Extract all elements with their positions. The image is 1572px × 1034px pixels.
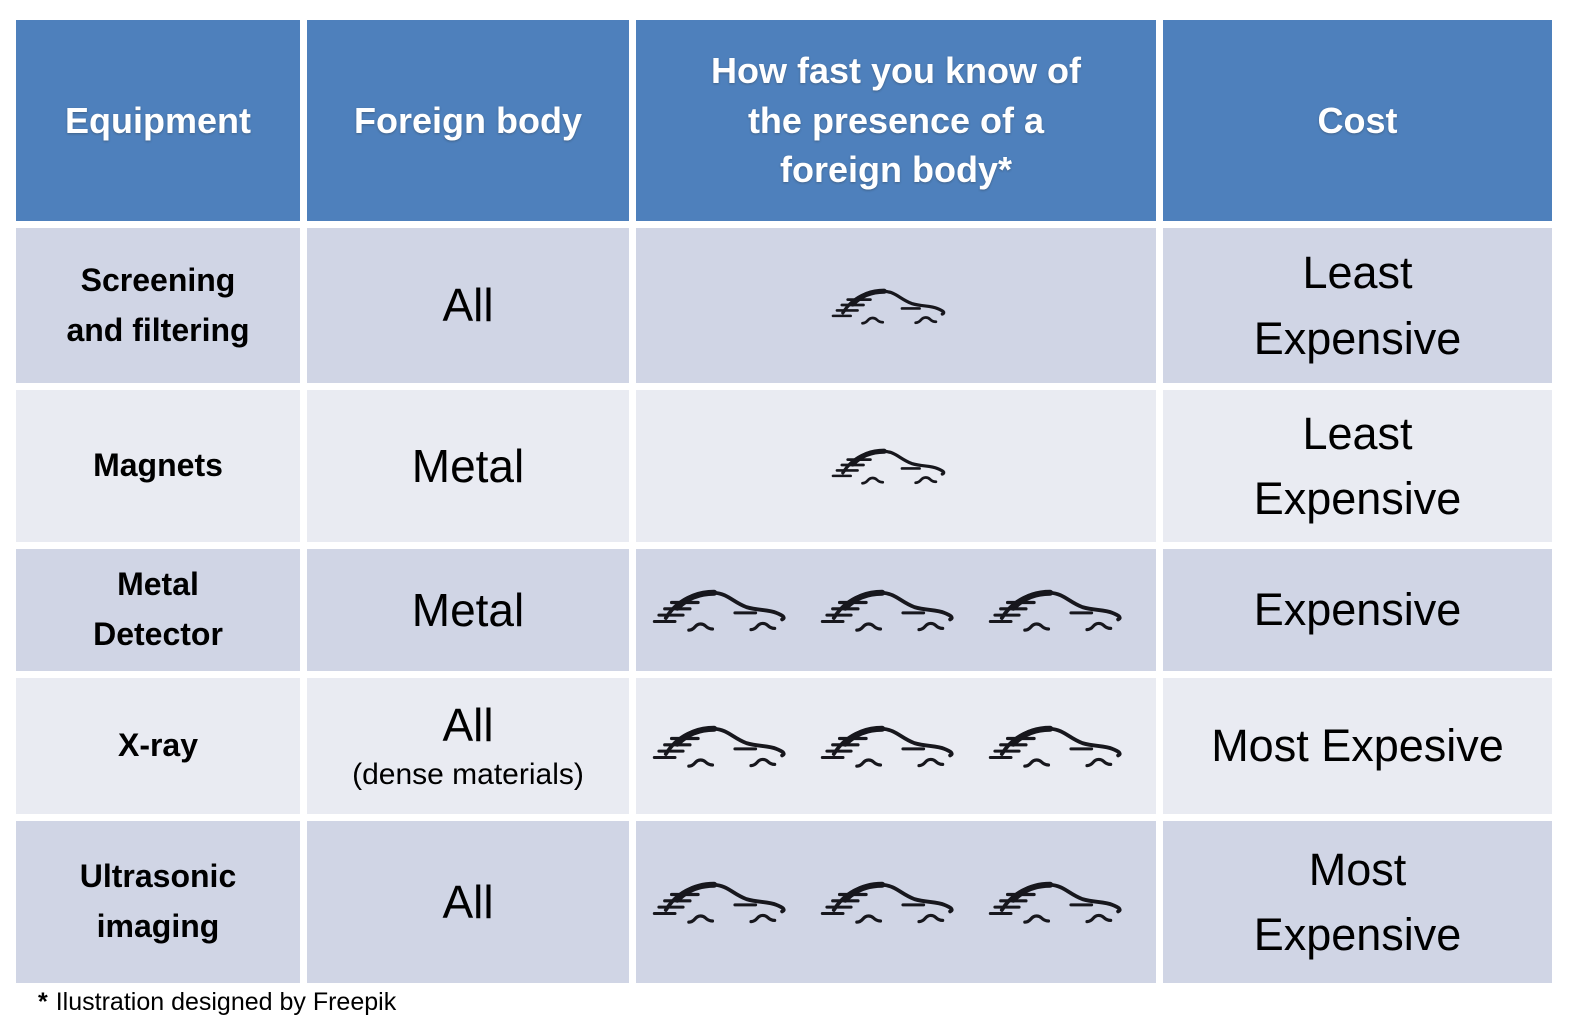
equipment-label: Screening and filtering xyxy=(66,261,250,348)
speed-cell xyxy=(636,549,1156,671)
column-header-label: Equipment xyxy=(65,99,251,141)
comparison-table: Equipment Foreign body How fast you know… xyxy=(16,20,1552,983)
speed-cell xyxy=(636,228,1156,383)
fast-car-icon xyxy=(988,564,1140,656)
footnote-asterisk: * xyxy=(38,988,48,1016)
fast-car-icon xyxy=(988,856,1140,948)
foreign-body-label: Metal xyxy=(411,583,525,636)
cost-cell: Most Expesive xyxy=(1163,678,1552,814)
column-header-equipment: Equipment xyxy=(16,20,300,221)
equipment-label: Metal Detector xyxy=(93,566,223,652)
fast-car-icon xyxy=(820,564,972,656)
speed-icons xyxy=(831,264,961,348)
foreign-body-label: All xyxy=(442,875,494,928)
equipment-label: Ultrasonic imaging xyxy=(79,858,237,944)
cost-label: Most Expensive xyxy=(1253,843,1462,960)
fast-car-icon xyxy=(831,424,961,508)
column-header-label: Foreign body xyxy=(354,99,582,141)
footnote: * Ilustration designed by Freepik xyxy=(38,988,396,1017)
foreign-body-cell: All xyxy=(307,821,629,983)
cost-cell: Least Expensive xyxy=(1163,228,1552,383)
equipment-cell: Ultrasonic imaging xyxy=(16,821,300,983)
column-header-label: How fast you know of the presence of a f… xyxy=(710,49,1081,191)
foreign-body-label: All xyxy=(442,698,494,751)
cost-label: Least Expensive xyxy=(1253,407,1462,524)
speed-icons xyxy=(831,424,961,508)
column-header-cost: Cost xyxy=(1163,20,1552,221)
fast-car-icon xyxy=(652,856,804,948)
fast-car-icon xyxy=(652,564,804,656)
equipment-cell: Metal Detector xyxy=(16,549,300,671)
column-header-speed: How fast you know of the presence of a f… xyxy=(636,20,1156,221)
speed-icons xyxy=(652,856,1140,948)
equipment-cell: Screening and filtering xyxy=(16,228,300,383)
speed-icons xyxy=(652,564,1140,656)
foreign-body-label: All xyxy=(442,279,494,332)
speed-cell xyxy=(636,821,1156,983)
foreign-body-note: (dense materials) xyxy=(352,757,584,791)
fast-car-icon xyxy=(988,700,1140,792)
fast-car-icon xyxy=(820,700,972,792)
cost-label: Expensive xyxy=(1253,584,1462,636)
cost-cell: Expensive xyxy=(1163,549,1552,671)
cost-cell: Least Expensive xyxy=(1163,390,1552,542)
cost-label: Least Expensive xyxy=(1253,247,1462,364)
cost-label: Most Expesive xyxy=(1211,720,1504,772)
foreign-body-cell: Metal xyxy=(307,390,629,542)
equipment-cell: Magnets xyxy=(16,390,300,542)
equipment-label: Magnets xyxy=(93,447,223,484)
equipment-label: X-ray xyxy=(117,727,199,764)
foreign-body-cell: Metal xyxy=(307,549,629,671)
speed-icons xyxy=(652,700,1140,792)
fast-car-icon xyxy=(820,856,972,948)
equipment-cell: X-ray xyxy=(16,678,300,814)
fast-car-icon xyxy=(652,700,804,792)
column-header-foreign-body: Foreign body xyxy=(307,20,629,221)
foreign-body-label: Metal xyxy=(411,439,525,492)
speed-cell xyxy=(636,390,1156,542)
fast-car-icon xyxy=(831,264,961,348)
cost-cell: Most Expensive xyxy=(1163,821,1552,983)
foreign-body-cell: All (dense materials) xyxy=(307,678,629,814)
footnote-text: Ilustration designed by Freepik xyxy=(55,988,397,1016)
column-header-label: Cost xyxy=(1317,99,1398,141)
speed-cell xyxy=(636,678,1156,814)
foreign-body-cell: All xyxy=(307,228,629,383)
